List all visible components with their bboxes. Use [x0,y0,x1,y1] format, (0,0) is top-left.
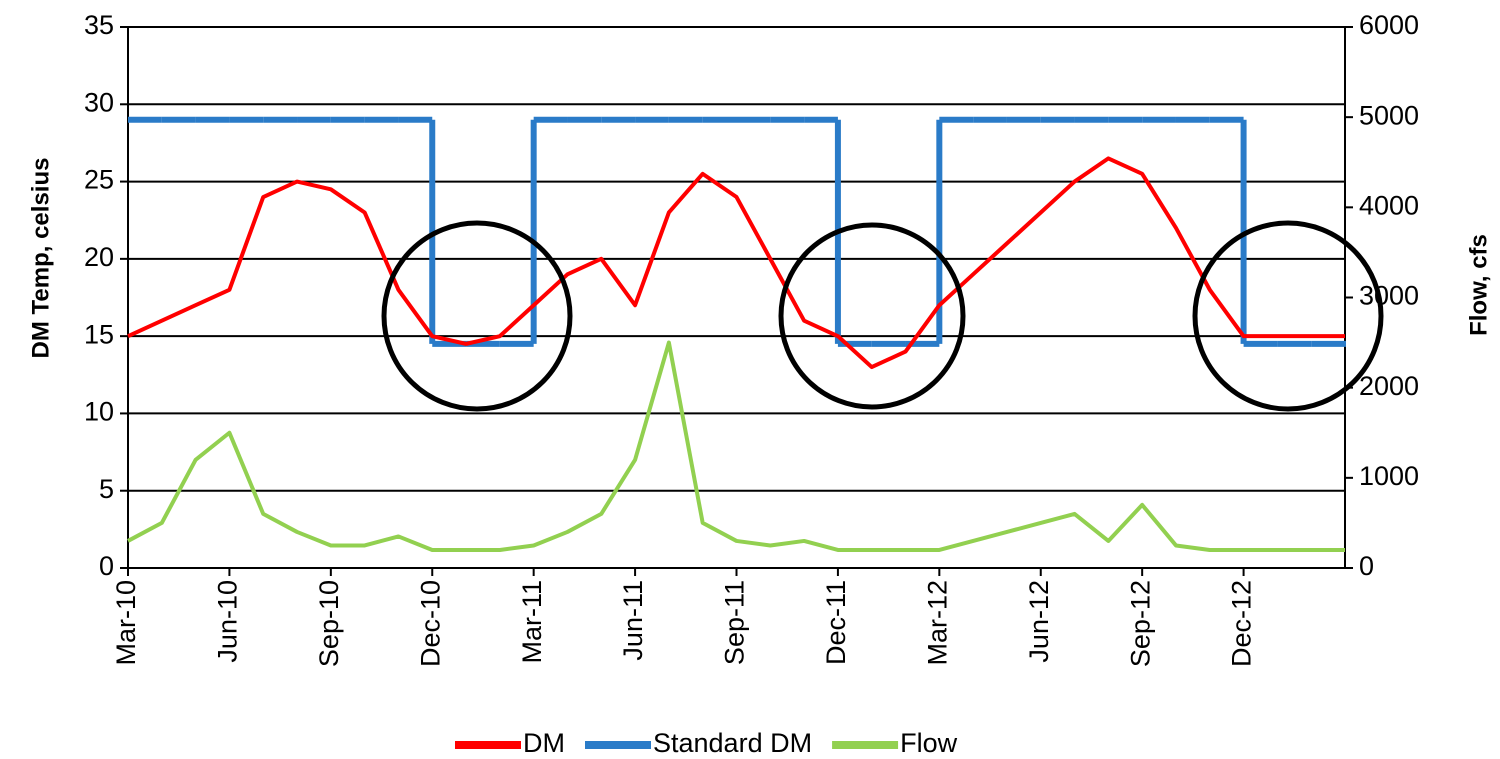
x-tick-label: Dec-10 [415,580,445,667]
y-tick-label: 35 [84,10,114,40]
y2-tick-label: 4000 [1359,190,1419,220]
y2-tick-label: 3000 [1359,281,1419,311]
legend-label: Flow [900,728,958,758]
legend: DM Standard DM Flow [455,728,958,758]
series-line [127,340,1345,552]
x-tick-label: Sep-10 [314,580,344,667]
y2-tick-label: 2000 [1359,371,1419,401]
highlight-circle [381,220,573,412]
y-tick-label: 10 [84,397,114,427]
y2-tick-label: 5000 [1359,100,1419,130]
series-line [127,156,1345,370]
x-tick-label: Mar-11 [517,580,547,664]
y-tick-label: 0 [99,551,114,581]
x-tick-label: Dec-12 [1227,580,1257,667]
x-tick-label: Jun-10 [213,580,243,663]
legend-label: DM [523,728,565,758]
y-axis-title: DM Temp, celsius [27,158,54,359]
y2-tick-label: 0 [1359,551,1374,581]
y-tick-label: 30 [84,87,114,117]
highlight-circle [1192,220,1384,412]
y-tick-label: 20 [84,242,114,272]
x-tick-label: Sep-11 [720,580,750,665]
legend-label: Standard DM [653,728,812,758]
x-tick-label: Sep-12 [1125,580,1155,667]
plot-area: 0 5 10 15 20 25 30 35 0 1000 2000 3000 4000 5000 6000 M… [84,10,1419,667]
y2-tick-label: 6000 [1359,10,1419,40]
highlight-circle [778,222,966,410]
x-tick-label: Mar-12 [922,580,952,666]
y-tick-label: 25 [84,165,114,195]
annotation-circles [381,220,1384,412]
y-tick-label: 15 [84,319,114,349]
x-tick-label: Jun-12 [1024,580,1054,663]
y2-tick-label: 1000 [1359,461,1419,491]
x-tick-label: Dec-11 [821,580,851,665]
y2-axis-title: Flow, cfs [1465,234,1492,336]
x-tick-label: Mar-10 [111,580,141,666]
y-tick-label: 5 [99,474,114,504]
x-tick-label: Jun-11 [618,580,648,661]
